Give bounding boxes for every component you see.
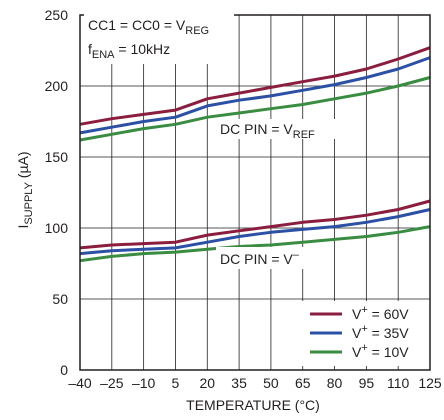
x-tick-label: –40 xyxy=(68,375,92,391)
y-axis-label-sub: SUPPLY xyxy=(23,181,35,224)
y-tick-label: 100 xyxy=(45,220,69,236)
y-axis-label-main: I xyxy=(15,225,31,229)
y-tick-label: 150 xyxy=(45,149,69,165)
condition-line-1-sub: REG xyxy=(185,25,209,37)
svg-text:CC1 = CC0 = VREG: CC1 = CC0 = VREG xyxy=(88,17,209,37)
upper-group-annotation: DC PIN = VREF xyxy=(216,119,337,141)
x-tick-label: 35 xyxy=(231,375,247,391)
y-tick-label: 50 xyxy=(52,291,68,307)
tick-labels: –40 –25 –10 5 20 35 50 65 80 95 110 125 0 50 100 150 200… xyxy=(45,7,442,391)
lower-group-label: DC PIN = V xyxy=(220,251,293,267)
series-line-5 xyxy=(79,225,431,263)
series-line-1 xyxy=(79,56,431,135)
legend-label: V+ = 35V xyxy=(352,323,409,341)
series-line-3 xyxy=(79,199,431,250)
x-tick-label: 5 xyxy=(172,375,180,391)
legend-label: V+ = 10V xyxy=(352,342,409,360)
svg-text:DC PIN = V–: DC PIN = V– xyxy=(220,249,300,267)
condition-line-2-pre: f xyxy=(88,41,92,57)
y-tick-label: 200 xyxy=(45,78,69,94)
x-axis-label: TEMPERATURE (°C) xyxy=(186,397,320,413)
x-tick-label: 80 xyxy=(327,375,343,391)
lower-group-label-sup: – xyxy=(293,249,300,261)
x-tick-label: –25 xyxy=(100,375,124,391)
condition-annotation: CC1 = CC0 = VREG fENA = 10kHz xyxy=(84,12,234,64)
condition-line-2-sub: ENA xyxy=(92,49,115,61)
y-axis-label: ISUPPLY (µA) xyxy=(15,151,35,228)
svg-text:DC PIN = VREF: DC PIN = VREF xyxy=(220,121,315,141)
x-tick-label: 20 xyxy=(199,375,215,391)
x-tick-label: 50 xyxy=(263,375,279,391)
condition-line-1: CC1 = CC0 = V xyxy=(88,17,186,33)
plot-frame xyxy=(79,14,431,371)
series-line-0 xyxy=(79,46,431,126)
legend-label: V+ = 60V xyxy=(352,304,409,322)
upper-group-label-sub: REF xyxy=(293,129,315,141)
series-line-2 xyxy=(79,76,431,142)
plot-lines xyxy=(79,46,431,263)
y-axis-label-unit: (µA) xyxy=(15,151,31,182)
series-line-4 xyxy=(79,208,431,256)
svg-text:fENA = 10kHz: fENA = 10kHz xyxy=(88,41,170,61)
x-tick-label: 65 xyxy=(295,375,311,391)
y-tick-label: 0 xyxy=(60,362,68,378)
x-tick-label: –10 xyxy=(132,375,156,391)
lower-group-annotation: DC PIN = V– xyxy=(216,247,319,269)
condition-line-2-post: = 10kHz xyxy=(115,41,171,57)
x-tick-label: 95 xyxy=(359,375,375,391)
x-tick-label: 110 xyxy=(387,375,410,391)
upper-group-label: DC PIN = V xyxy=(220,121,293,137)
y-tick-label: 250 xyxy=(45,7,69,23)
x-tick-label: 125 xyxy=(418,375,442,391)
